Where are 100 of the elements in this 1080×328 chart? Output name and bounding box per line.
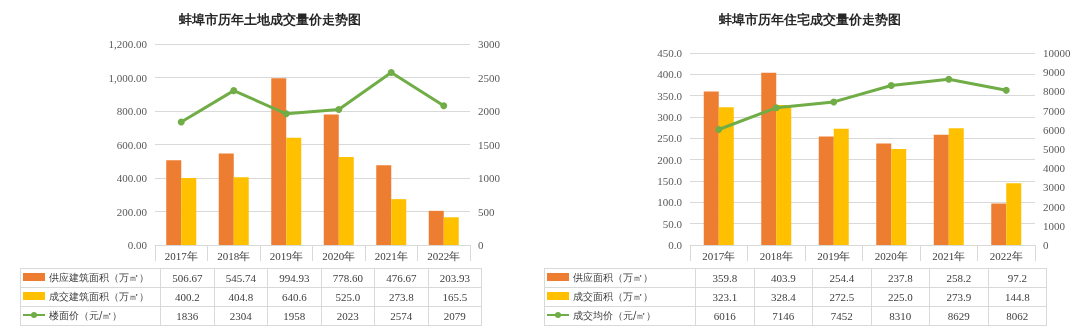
point xyxy=(887,81,895,89)
y2-tick-label: 2500 xyxy=(478,71,501,84)
data-label: 994.93 xyxy=(267,268,321,288)
y-tick-label: 350.0 xyxy=(657,89,683,102)
bar xyxy=(376,165,392,245)
data-label: 1836 xyxy=(160,306,214,326)
x-tick-label: 2021年 xyxy=(932,249,966,262)
data-label: 237.8 xyxy=(871,268,930,288)
data-label: 1958 xyxy=(267,306,321,326)
legend-label: 成交建筑面积（万㎡） xyxy=(49,291,149,302)
bar xyxy=(286,137,302,245)
data-label: 8629 xyxy=(929,306,988,326)
bar xyxy=(443,217,459,245)
bar xyxy=(891,149,907,245)
y-tick-label: 600.00 xyxy=(116,138,148,151)
data-label: 203.93 xyxy=(428,268,482,288)
data-label: 2574 xyxy=(374,306,428,326)
x-tick-label: 2021年 xyxy=(374,249,408,262)
y2-tick-label: 8000 xyxy=(1043,85,1066,98)
chart-title: 蚌埠市历年土地成交量价走势图 xyxy=(178,12,361,27)
y2-tick-label: 3000 xyxy=(1043,181,1066,194)
data-label: 2304 xyxy=(214,306,268,326)
bar xyxy=(718,107,734,245)
data-label: 8062 xyxy=(988,306,1047,326)
data-label: 476.67 xyxy=(374,268,428,288)
bar xyxy=(948,128,964,245)
y-tick-label: 0.0 xyxy=(668,239,683,251)
y-tick-label: 200.00 xyxy=(116,205,148,218)
data-label: 400.2 xyxy=(160,287,214,307)
y2-tick-label: 2000 xyxy=(478,105,501,117)
y-tick-label: 450.0 xyxy=(657,47,683,59)
data-label: 328.4 xyxy=(754,287,813,307)
point xyxy=(945,75,953,83)
point xyxy=(772,104,780,112)
x-tick-label: 2018年 xyxy=(217,249,251,262)
legend-label: 供应建筑面积（万㎡） xyxy=(49,272,149,283)
data-label: 273.8 xyxy=(374,287,428,307)
x-tick-label: 2020年 xyxy=(874,249,908,262)
legend-label: 楼面价（元/㎡） xyxy=(49,310,123,321)
y2-tick-label: 1000 xyxy=(478,172,501,184)
bar xyxy=(218,153,234,245)
data-label: 506.67 xyxy=(160,268,214,288)
data-label: 254.4 xyxy=(812,268,871,288)
y2-tick-label: 7000 xyxy=(1043,104,1066,117)
bar xyxy=(933,134,949,245)
bar xyxy=(428,210,444,245)
y2-tick-label: 500 xyxy=(478,205,495,218)
bar xyxy=(818,136,834,245)
data-label: 545.74 xyxy=(214,268,268,288)
y2-tick-label: 6000 xyxy=(1043,123,1066,136)
bar xyxy=(323,114,339,245)
bar xyxy=(233,177,249,245)
y-tick-label: 800.00 xyxy=(116,105,148,117)
y2-tick-label: 9000 xyxy=(1043,66,1066,79)
data-label: 8310 xyxy=(871,306,930,326)
data-label: 2023 xyxy=(321,306,375,326)
bar xyxy=(703,91,719,245)
legend-label: 成交面积（万㎡） xyxy=(573,291,653,302)
data-label: 778.60 xyxy=(321,268,375,288)
point xyxy=(1002,86,1010,94)
data-label: 97.2 xyxy=(988,268,1047,288)
point xyxy=(440,102,448,110)
data-label: 144.8 xyxy=(988,287,1047,307)
x-tick-label: 2017年 xyxy=(702,249,736,262)
data-label: 225.0 xyxy=(871,287,930,307)
point xyxy=(335,105,343,113)
y2-tick-label: 10000 xyxy=(1043,47,1071,59)
x-tick-label: 2019年 xyxy=(817,249,851,262)
bar xyxy=(761,72,777,245)
bar xyxy=(181,177,197,245)
point xyxy=(177,118,185,126)
data-label: 2079 xyxy=(428,306,482,326)
y2-tick-label: 3000 xyxy=(478,38,501,50)
y-tick-label: 1,000.00 xyxy=(108,71,148,84)
data-label: 359.8 xyxy=(695,268,754,288)
data-label: 404.8 xyxy=(214,287,268,307)
data-label: 403.9 xyxy=(754,268,813,288)
bar xyxy=(1006,183,1022,245)
y2-tick-label: 1000 xyxy=(1043,219,1066,232)
y2-tick-label: 0 xyxy=(478,239,484,251)
point xyxy=(230,87,238,95)
y2-tick-label: 4000 xyxy=(1043,162,1066,175)
x-tick-label: 2022年 xyxy=(427,249,461,262)
data-label: 272.5 xyxy=(812,287,871,307)
bar xyxy=(338,157,354,245)
y2-tick-label: 5000 xyxy=(1043,143,1066,155)
point xyxy=(715,125,723,133)
data-label: 323.1 xyxy=(695,287,754,307)
bar xyxy=(391,199,407,245)
bar xyxy=(271,78,287,245)
y-tick-label: 100.0 xyxy=(657,196,683,209)
data-label: 640.6 xyxy=(267,287,321,307)
bar xyxy=(166,160,182,245)
y-tick-label: 400.0 xyxy=(657,68,683,81)
data-label: 165.5 xyxy=(428,287,482,307)
x-tick-label: 2019年 xyxy=(269,249,303,262)
x-tick-label: 2022年 xyxy=(989,249,1023,262)
point xyxy=(387,69,395,77)
data-label: 273.9 xyxy=(929,287,988,307)
data-label: 7146 xyxy=(754,306,813,326)
